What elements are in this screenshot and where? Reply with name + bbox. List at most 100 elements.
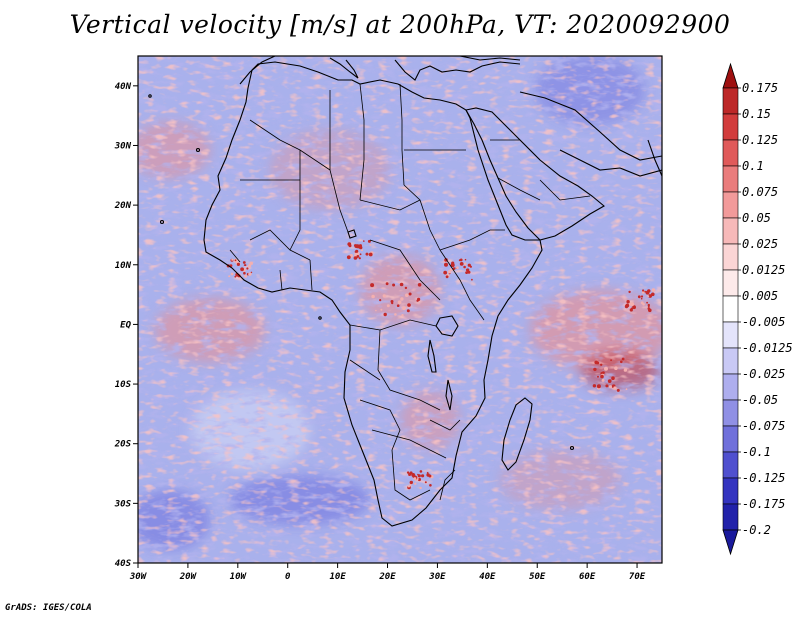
convective-spot (231, 258, 234, 261)
colorbar-box (722, 451, 739, 479)
convective-spot (414, 482, 417, 485)
convective-spot (463, 262, 467, 266)
persian-gulf-coast (559, 149, 662, 177)
convective-spot (355, 249, 359, 253)
convective-spot (368, 252, 373, 257)
convective-spot (429, 484, 432, 487)
greece-coast (394, 59, 521, 81)
convective-spot (419, 486, 422, 490)
country-borders (229, 83, 591, 501)
vertical-velocity-field (138, 56, 662, 563)
convective-spot (383, 312, 387, 317)
convective-spot (645, 290, 650, 295)
convective-spot (445, 275, 449, 279)
plot-frame (137, 55, 663, 564)
convective-spot (417, 474, 421, 478)
convective-spot (396, 304, 400, 308)
convective-spot (242, 261, 246, 264)
convective-spot (611, 376, 615, 381)
colorbar-label: 0.0125 (742, 263, 785, 277)
convective-spot (369, 244, 372, 246)
convective-spot (465, 271, 468, 274)
lake-malawi (445, 379, 453, 411)
lon-axis: 30W 20W 10W 0 10E 20E 30E 40E 50E 60E 70E (129, 563, 646, 582)
convective-spot (407, 485, 411, 488)
convective-spot (648, 294, 652, 298)
convective-spot (367, 239, 371, 243)
colorbar-label: -0.175 (742, 497, 785, 511)
colorbar-box (722, 191, 739, 219)
lon-tick-label: 40E (479, 572, 496, 582)
convective-spot (399, 282, 404, 287)
convective-spot (465, 268, 469, 272)
iran-coast (519, 91, 662, 161)
colorbar-box (722, 477, 739, 505)
convective-spot (644, 290, 647, 293)
lake-tanganyika (427, 339, 437, 373)
convective-spot (623, 368, 628, 372)
black-sea (459, 56, 521, 61)
convective-spot (596, 384, 601, 389)
colorbar-bottom-arrow (722, 529, 739, 556)
convective-spot (398, 281, 400, 284)
convective-spot (365, 252, 369, 256)
convective-spot (626, 300, 630, 304)
convective-spot (379, 299, 382, 302)
convective-spot (426, 471, 429, 474)
convective-spot (390, 300, 394, 303)
lat-tick-label: 30N (114, 141, 132, 151)
convective-spot (409, 471, 413, 475)
convective-spot (651, 288, 656, 292)
lat-tick-label: 40S (115, 559, 132, 569)
colorbar-box (722, 503, 739, 531)
convective-spot (408, 292, 412, 296)
lat-tick-label: 20N (114, 201, 132, 211)
colorbar: 0.175 0.15 0.125 0.1 0.075 0.05 0.025 0.0125 0.0… (722, 62, 793, 556)
lat-tick-label: 40N (115, 82, 132, 92)
convective-spot (624, 304, 629, 309)
lat-tick-label: 10N (115, 261, 132, 271)
convective-spot (419, 470, 423, 473)
convective-spot (641, 290, 645, 294)
convective-spot (593, 367, 597, 372)
cape-verde (159, 219, 165, 225)
convective-spot (382, 294, 386, 298)
convective-spot (646, 301, 648, 304)
convective-spot (236, 262, 240, 266)
lon-tick-label: 10W (230, 572, 248, 582)
convective-spot (600, 374, 604, 379)
convective-spot (406, 471, 410, 474)
convective-spot (405, 293, 409, 298)
convective-spot (248, 264, 252, 268)
credit-label: GrADS: IGES/COLA (5, 603, 92, 613)
convective-spot (610, 359, 612, 362)
convective-spot (355, 244, 360, 249)
india-coast (647, 139, 662, 177)
convective-spot (370, 283, 375, 288)
convective-spot (244, 274, 248, 278)
convective-spot (407, 303, 411, 307)
lat-tick-label: EQ (120, 320, 131, 330)
lat-tick-label: 10S (115, 380, 132, 390)
convective-spot (456, 266, 459, 269)
convective-spot (234, 259, 237, 262)
colorbar-label: -0.05 (742, 393, 778, 407)
lon-tick-label: 10E (329, 572, 346, 582)
convective-spot (417, 283, 422, 287)
colorbar-box (722, 87, 739, 115)
lat-axis: 40N 30N 20N 10N EQ 10S 20S 30S 40S (114, 82, 138, 569)
convective-spot (359, 244, 362, 248)
convective-spot (443, 270, 448, 275)
convective-spot (424, 481, 427, 484)
convective-spot (243, 271, 246, 275)
convective-spot (607, 379, 612, 383)
convective-spot (640, 295, 644, 298)
colorbar-label: 0.025 (742, 237, 778, 251)
convective-spot (246, 267, 249, 270)
convective-spot (249, 261, 253, 265)
colorbar-box (722, 269, 739, 297)
colorbar-box (722, 165, 739, 193)
convective-spot (428, 474, 432, 478)
colorbar-label: -0.025 (742, 367, 785, 381)
colorbar-label: -0.0125 (742, 341, 793, 355)
